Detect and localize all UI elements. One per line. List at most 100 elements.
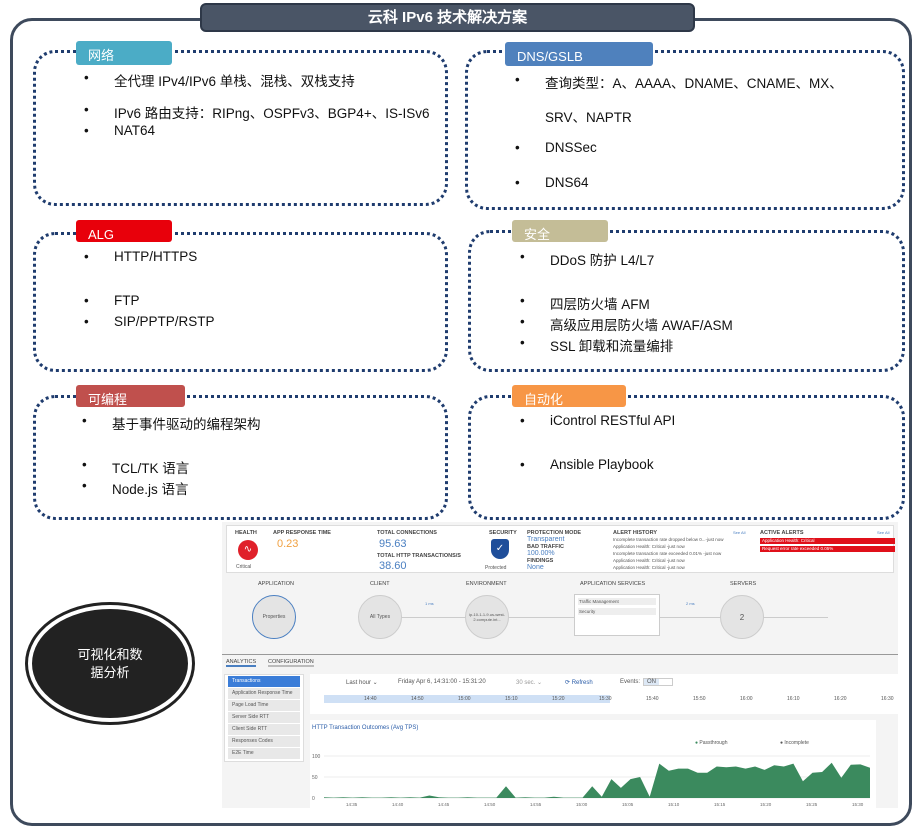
date-range: Friday Apr 6, 14:31:00 - 15:31:20: [398, 679, 486, 685]
client-node[interactable]: All Types: [358, 595, 402, 639]
timeline-tick: 15:00: [458, 696, 471, 702]
legend-incomplete: Incomplete: [784, 740, 809, 746]
list-item: SSL 卸载和流量编排: [550, 339, 674, 354]
chip-network: 网络: [76, 41, 172, 65]
list-item: DNSSec: [545, 140, 597, 155]
alert-history-see-all[interactable]: See All: [733, 530, 746, 535]
app-services-box: Traffic Management Security: [574, 594, 660, 636]
sidebar-item[interactable]: Page Load Time: [228, 700, 300, 711]
chip-dns: DNS/GSLB: [505, 42, 653, 66]
list-item: 查询类型：A、AAAA、DNAME、CNAME、MX、: [545, 76, 843, 91]
metric-sidebar: Transactions Application Response Time P…: [224, 674, 304, 762]
properties-node[interactable]: Properties: [252, 595, 296, 639]
legend-passthrough: Passthrough: [699, 740, 728, 746]
sidebar-item[interactable]: Responses Codes: [228, 736, 300, 747]
time-toolbar: Last hour ⌄ Friday Apr 6, 14:31:00 - 15:…: [310, 674, 898, 714]
chip-automation: 自动化: [512, 385, 626, 407]
refresh-button[interactable]: ⟳ Refresh: [565, 680, 593, 686]
interval-dropdown[interactable]: 30 sec. ⌄: [516, 680, 543, 686]
sidebar-item-transactions[interactable]: Transactions: [228, 676, 300, 687]
tab-analytics[interactable]: ANALYTICS: [226, 659, 257, 667]
active-alert[interactable]: Application Health: Critical: [760, 538, 895, 544]
app-services-heading: APPLICATION SERVICES: [580, 581, 646, 587]
list-item: SRV、NAPTR: [545, 110, 632, 125]
bad-traffic-label: BAD TRAFFIC: [527, 544, 564, 550]
findings-value: None: [527, 564, 544, 571]
chip-security: 安全: [512, 220, 608, 242]
alert-item: Application Health: Critical -just now: [613, 544, 685, 549]
alert-item: Application Health: Critical -just now: [613, 558, 685, 563]
x-tick: 14:35: [346, 802, 358, 807]
client-latency: 1 ms: [425, 601, 434, 606]
list-item: HTTP/HTTPS: [114, 249, 198, 264]
bad-traffic-value: 100.00%: [527, 550, 555, 557]
application-heading: APPLICATION: [258, 581, 294, 587]
list-item: DNS64: [545, 175, 589, 190]
x-tick: 15:15: [714, 802, 726, 807]
timeline-tick: 16:00: [740, 696, 753, 702]
range-dropdown[interactable]: Last hour ⌄: [346, 680, 378, 686]
alert-item: Incomplete transaction rate exceeded 0.0…: [613, 551, 722, 556]
security-service[interactable]: Security: [578, 608, 656, 615]
timeline-tick: 14:40: [364, 696, 377, 702]
series-passthrough: [324, 762, 870, 798]
findings-label: FINDINGS: [527, 558, 554, 564]
timeline-tick: 15:20: [552, 696, 565, 702]
active-alert[interactable]: Request error rate exceeded 0.05%: [760, 546, 895, 552]
chip-programmable: 可编程: [76, 385, 185, 407]
timeline-tick: 15:50: [693, 696, 706, 702]
list-item: 高级应用层防火墙 AWAF/ASM: [550, 318, 733, 333]
events-label: Events:: [620, 679, 641, 685]
dashboard-screenshot: HEALTH ∿ Critical APP RESPONSE TIME 0.23…: [222, 522, 898, 808]
security-label: SECURITY: [489, 530, 517, 536]
timeline-tick: 16:10: [787, 696, 800, 702]
sidebar-item[interactable]: Client Side RTT: [228, 724, 300, 735]
summary-bar: HEALTH ∿ Critical APP RESPONSE TIME 0.23…: [226, 525, 895, 573]
connections-label: TOTAL CONNECTIONS: [377, 530, 437, 536]
x-tick: 14:45: [438, 802, 450, 807]
protection-mode-label: PROTECTION MODE: [527, 530, 582, 536]
timeline-tick: 15:10: [505, 696, 518, 702]
art-value: 0.23: [277, 538, 299, 550]
list-item: 全代理 IPv4/IPv6 单栈、混栈、双栈支持: [114, 74, 355, 89]
heartbeat-icon: ∿: [238, 540, 258, 560]
events-on: ON: [644, 679, 659, 685]
list-item: FTP: [114, 293, 140, 308]
timeline-selection[interactable]: [324, 695, 610, 703]
x-tick: 15:30: [852, 802, 864, 807]
timeline-tick: 15:30: [599, 696, 612, 702]
server-latency: 2 ms: [686, 601, 695, 606]
x-tick: 14:50: [484, 802, 496, 807]
area-chart: 100 50 0 14:35 14:40 14:45 14:50 14:55 15:00 15:0…: [312, 754, 870, 807]
sidebar-item[interactable]: E2E Time: [228, 748, 300, 759]
chip-alg: ALG: [76, 220, 172, 242]
traffic-management[interactable]: Traffic Management: [578, 598, 656, 605]
list-item: Node.js 语言: [112, 482, 189, 497]
security-status: Protected: [485, 565, 507, 571]
active-alerts-see-all[interactable]: See All: [877, 530, 890, 535]
list-item: TCL/TK 语言: [112, 461, 190, 476]
divider: [222, 654, 898, 655]
sidebar-item[interactable]: Application Response Time: [228, 688, 300, 699]
list-item: 基于事件驱动的编程架构: [112, 417, 261, 432]
x-tick: 14:55: [530, 802, 542, 807]
x-tick: 15:00: [576, 802, 588, 807]
section-network: [33, 50, 448, 206]
events-toggle[interactable]: ON: [643, 678, 673, 686]
shield-icon: ✓: [491, 539, 509, 559]
x-tick: 15:20: [760, 802, 772, 807]
y-tick: 0: [312, 796, 315, 802]
slide-title: 云科 IPv6 技术解决方案: [200, 3, 695, 32]
tab-configuration[interactable]: CONFIGURATION: [268, 659, 314, 667]
art-label: APP RESPONSE TIME: [273, 530, 331, 536]
servers-node[interactable]: 2: [720, 595, 764, 639]
transactions-label: TOTAL HTTP TRANSACTIONS/s: [377, 553, 461, 559]
list-item: SIP/PPTP/RSTP: [114, 314, 215, 329]
protection-mode-value: Transparent: [527, 536, 565, 543]
sidebar-item[interactable]: Server Side RTT: [228, 712, 300, 723]
timeline-tick: 16:20: [834, 696, 847, 702]
y-tick: 50: [312, 775, 318, 781]
list-item: iControl RESTful API: [550, 413, 676, 428]
transactions-value: 38.60: [379, 560, 407, 572]
environment-node[interactable]: ip-10-1-1-9.us-west-2.compute.int...: [465, 595, 509, 639]
